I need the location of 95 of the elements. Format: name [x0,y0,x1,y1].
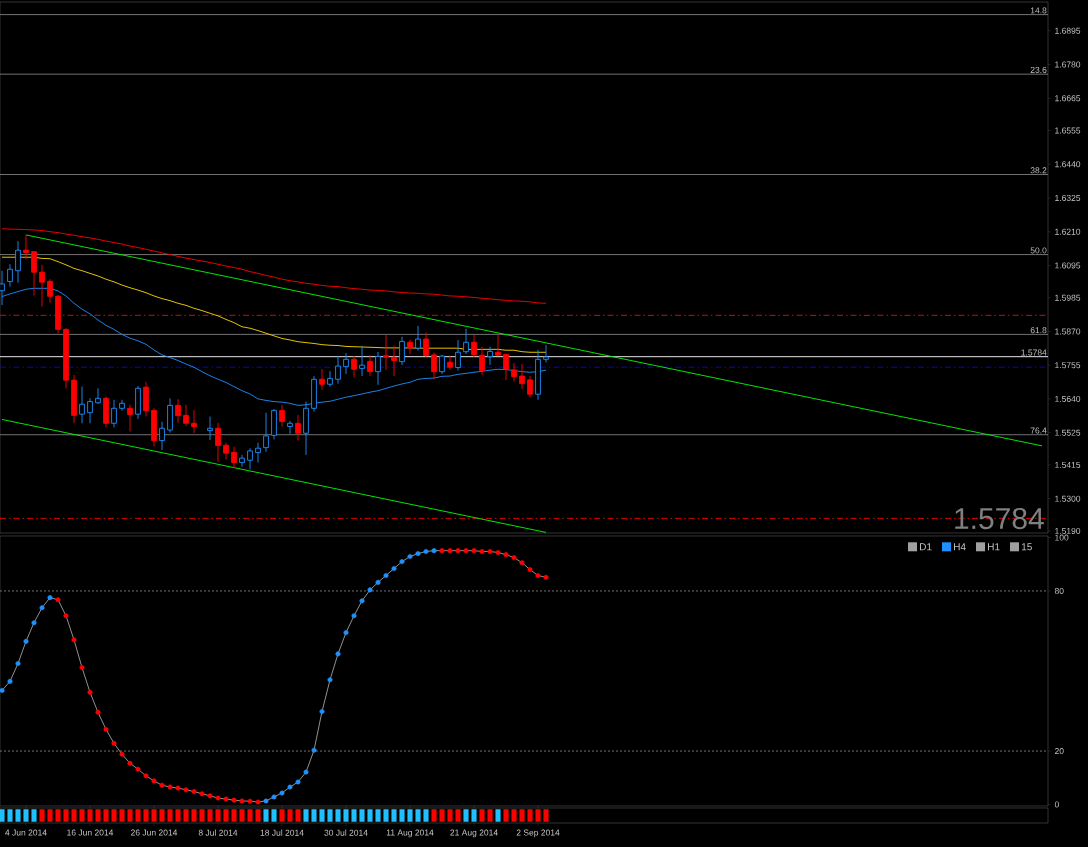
y-tick-label: 1.5190 [1055,527,1081,534]
annotation: D1 [920,543,932,551]
y-tick-label: 1.5870 [1055,328,1081,335]
y-tick-label: 1.5300 [1055,495,1081,502]
x-tick-label: 8 Jul 2014 [198,829,238,836]
candlestick [359,345,365,377]
y-tick-label: 100 [1055,534,1069,541]
annotation: 23.6 [1030,66,1047,73]
candlestick [159,421,165,451]
x-tick-label: 4 Jun 2014 [5,829,47,836]
candlestick [15,240,21,284]
candlestick [175,398,181,424]
candlestick [495,333,501,356]
candlestick [119,399,125,412]
candlestick [143,381,149,417]
y-tick-label: 1.5525 [1055,429,1081,436]
x-tick-label: 30 Jul 2014 [324,829,368,836]
candlestick [479,346,485,376]
y-tick-label: 0 [1054,801,1059,808]
candlestick [383,334,389,371]
candlestick [111,399,117,428]
x-tick-label: 26 Jun 2014 [131,829,178,836]
candlestick [375,351,381,386]
candlestick [423,332,429,359]
candlestick [215,422,221,463]
y-tick-label: 1.5755 [1055,362,1081,369]
candlestick [511,362,517,383]
candlestick [47,278,53,304]
candlestick [255,442,261,464]
candlestick [95,387,101,405]
y-tick-label: 80 [1054,587,1064,594]
annotation: 14.8 [1030,7,1047,14]
candlestick [543,344,549,363]
y-tick-label: 1.6440 [1055,161,1081,168]
annotation: 76.4 [1030,427,1047,434]
candlestick [295,414,301,442]
candlestick [463,328,469,355]
candlestick [367,354,373,377]
y-tick-label: 1.6780 [1055,61,1081,68]
y-tick-label: 1.5640 [1055,395,1081,402]
ref-line-label: 1.5784 [1021,349,1047,356]
candlestick [471,334,477,358]
y-tick-label: 20 [1054,748,1064,755]
candlestick [527,375,533,398]
candlestick [279,404,285,427]
y-tick-label: 1.6555 [1055,127,1081,134]
candlestick [487,346,493,366]
candlestick [231,446,237,469]
candlestick [351,355,357,378]
y-tick-label: 1.6210 [1055,228,1081,235]
candlestick [343,352,349,375]
candlestick [519,363,525,390]
candlestick [503,353,509,381]
y-tick-label: 1.6325 [1055,194,1081,201]
candlestick [207,416,213,441]
y-tick-label: 1.5985 [1055,294,1081,301]
annotation: H4 [954,543,966,551]
candlestick [287,420,293,435]
annotation: 15 [1021,543,1032,551]
x-tick-label: 18 Jul 2014 [260,829,304,836]
candlestick [87,397,93,424]
candlestick [335,355,341,385]
candlestick [319,368,325,391]
y-tick-label: 1.6665 [1055,95,1081,102]
candlestick [447,355,453,371]
candlestick [455,339,461,371]
candlestick [407,339,413,355]
x-tick-label: 11 Aug 2014 [386,829,434,838]
x-tick-label: 21 Aug 2014 [450,829,498,838]
annotation: 38.2 [1030,167,1047,174]
candlestick [127,404,133,432]
annotation: H1 [988,543,1000,551]
x-tick-label: 2 Sep 2014 [516,829,560,838]
candlestick [31,250,37,297]
candlestick [39,264,45,307]
candlestick [327,370,333,388]
candlestick [247,447,253,470]
candlestick [23,234,29,260]
candlestick [399,336,405,366]
candlestick [239,454,245,468]
candlestick [391,345,397,377]
candlestick [191,409,197,434]
annotation: 50.0 [1030,247,1047,254]
candlestick [7,263,13,288]
candlestick [415,325,421,351]
annotation: 61.8 [1030,327,1047,334]
candlestick [263,412,269,453]
candlestick [223,442,229,460]
candlestick [79,386,85,424]
x-tick-label: 16 Jun 2014 [67,829,114,836]
candlestick [431,352,437,380]
y-tick-label: 1.5415 [1055,461,1081,468]
y-tick-label: 1.6895 [1055,27,1081,34]
candlestick [183,404,189,427]
y-tick-label: 1.6095 [1055,262,1081,269]
